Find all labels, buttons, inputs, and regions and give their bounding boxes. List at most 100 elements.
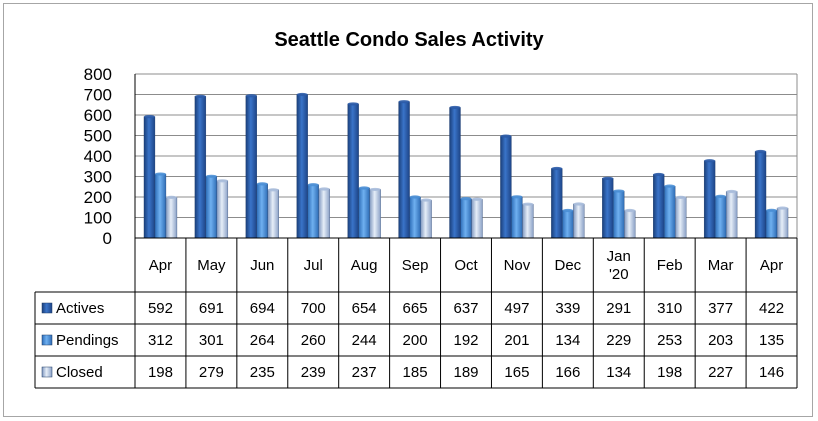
bar-top [511,195,523,199]
table-cell: 134 [606,364,631,381]
bar-closed [522,204,534,239]
table-cell: 189 [453,364,478,381]
legend-label-closed: Closed [56,364,103,381]
bar-top [143,115,155,119]
table-cell: 134 [555,332,580,349]
bar-actives [500,135,512,239]
bar-closed [725,191,738,239]
category-label: Aug [351,257,378,274]
bar-top [500,134,512,138]
y-tick-label: 400 [84,147,112,166]
bar-top [216,179,228,183]
table-cell: 665 [403,300,428,317]
bar-pendings [256,183,268,239]
table-cell: 192 [453,332,478,349]
table-cell: 198 [657,364,682,381]
table-cell: 203 [708,332,733,349]
table-cell: 264 [250,332,275,349]
bar-top [398,100,410,104]
bar-top [715,194,727,198]
table-cell: 237 [352,364,377,381]
table-cell: 253 [657,332,682,349]
bar-actives [551,168,563,239]
bar-top [522,202,534,206]
legend-label-pendings: Pendings [56,332,119,349]
bar-pendings [460,198,472,239]
table-cell: 244 [352,332,377,349]
bar-top [573,202,585,206]
bar-pendings [409,196,421,239]
table-cell: 239 [301,364,326,381]
y-tick-label: 200 [84,188,112,207]
table-cell: 201 [504,332,529,349]
bar-pendings [154,173,167,239]
category-label: '20 [609,266,629,283]
table-cell: 312 [148,332,173,349]
bar-pendings [765,210,778,239]
y-tick-label: 0 [103,229,112,248]
bar-pendings [307,184,319,239]
category-label: Nov [504,257,531,274]
y-tick-label: 300 [84,168,112,187]
bar-top [562,208,574,213]
bar-pendings [562,210,574,239]
bar-actives [194,96,207,239]
category-label: Feb [657,257,683,274]
bar-closed [369,189,381,239]
table-cell: 227 [708,364,733,381]
y-tick-label: 700 [84,86,112,105]
bar-top [194,94,206,98]
bar-closed [216,180,229,239]
bar-top [165,195,177,200]
y-tick-label: 600 [84,106,112,125]
category-label: Oct [454,257,478,274]
bar-top [726,189,738,194]
bar-pendings [358,187,370,239]
table-cell: 260 [301,332,326,349]
bar-actives [398,101,410,239]
bar-top [675,195,687,200]
table-cell: 291 [606,300,631,317]
bar-pendings [664,185,676,239]
bar-closed [420,199,432,239]
y-tick-label: 800 [84,65,112,84]
table-cell: 592 [148,300,173,317]
table-cell: 279 [199,364,224,381]
bar-actives [602,178,614,239]
chart-title: Seattle Condo Sales Activity [274,29,544,51]
bar-closed [471,199,483,239]
bar-top [449,105,461,110]
legend-key-pendings [41,334,53,346]
table-cell: 185 [403,364,428,381]
bar-pendings [613,190,625,239]
table-cell: 422 [759,300,784,317]
bar-top [624,208,636,213]
category-label: Apr [760,257,783,274]
bar-pendings [714,196,727,239]
bar-top [471,197,483,201]
bar-top [602,176,614,180]
bar-closed [776,207,789,239]
table-cell: 165 [504,364,529,381]
y-tick-label: 100 [84,209,112,228]
bar-top [664,184,676,188]
bar-actives [449,107,461,239]
bar-top [551,166,563,171]
bar-closed [318,188,330,239]
bar-top [777,206,789,210]
table-cell: 146 [759,364,784,381]
table-cell: 339 [555,300,580,317]
table-cell: 654 [352,300,377,317]
bar-closed [165,197,178,239]
category-label: May [197,257,226,274]
bar-top [296,92,308,97]
bar-actives [143,116,156,239]
bar-top [358,186,370,190]
bar-top [755,149,767,154]
legend-key-closed [41,366,53,378]
bar-closed [624,210,636,239]
bar-actives [296,94,308,239]
table-cell: 135 [759,332,784,349]
bar-top [704,159,716,163]
